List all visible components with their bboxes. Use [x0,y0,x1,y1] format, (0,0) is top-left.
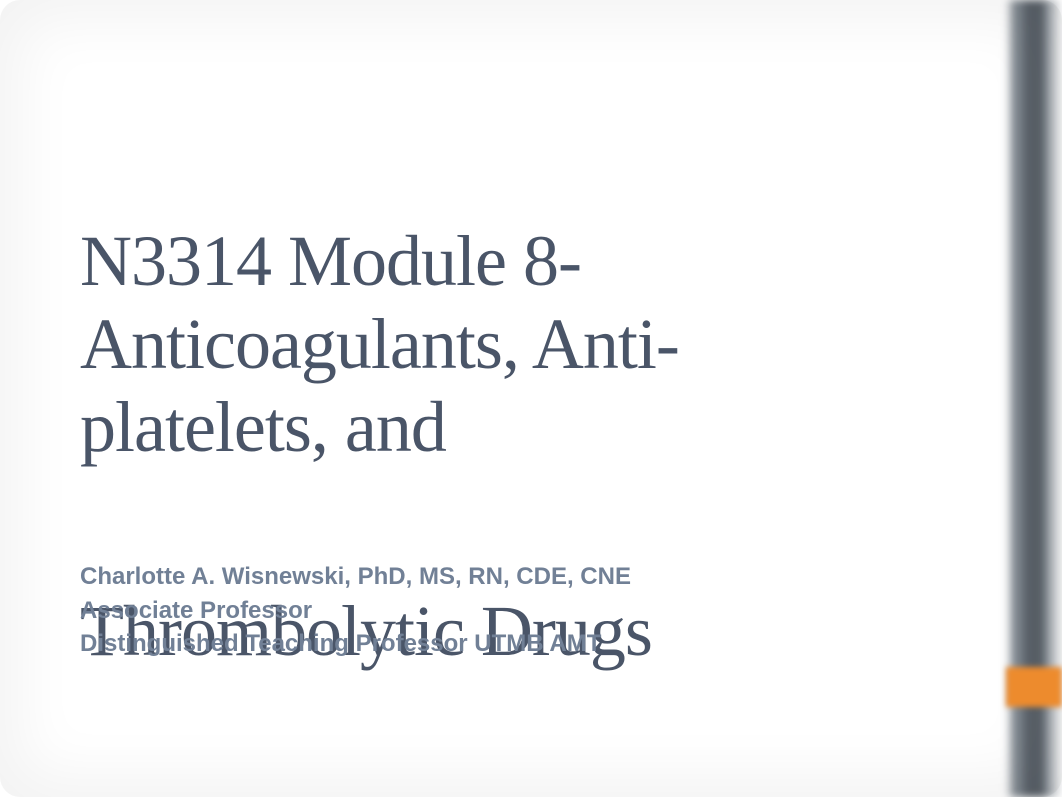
slide-title-line1: N3314 Module 8- [80,220,960,303]
author-name: Charlotte A. Wisnewski, PhD, MS, RN, CDE… [80,560,780,594]
slide-container: N3314 Module 8- Anticoagulants, Anti- pl… [0,0,1062,797]
subtitle-block: Charlotte A. Wisnewski, PhD, MS, RN, CDE… [80,560,780,661]
author-title2: Distinguished Teaching Professor UTMB AM… [80,627,780,661]
author-title1: Associate Professor [80,594,780,628]
title-block: N3314 Module 8- Anticoagulants, Anti- pl… [80,220,960,468]
sidebar-orange-accent [1006,667,1062,707]
slide-title-line2: Anticoagulants, Anti- [80,303,960,386]
slide-title-line3: platelets, and [80,386,960,469]
